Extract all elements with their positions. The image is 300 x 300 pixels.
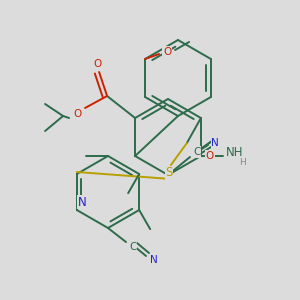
Text: H: H	[239, 158, 246, 166]
Text: NH: NH	[226, 146, 244, 158]
Text: O: O	[163, 47, 171, 57]
Text: C: C	[129, 242, 137, 252]
Text: N: N	[211, 138, 219, 148]
Text: O: O	[73, 109, 81, 119]
Text: S: S	[165, 167, 172, 179]
Text: N: N	[77, 196, 86, 208]
Text: N: N	[150, 255, 158, 265]
Text: O: O	[206, 151, 214, 161]
Text: C: C	[193, 147, 201, 157]
Text: O: O	[93, 59, 101, 69]
